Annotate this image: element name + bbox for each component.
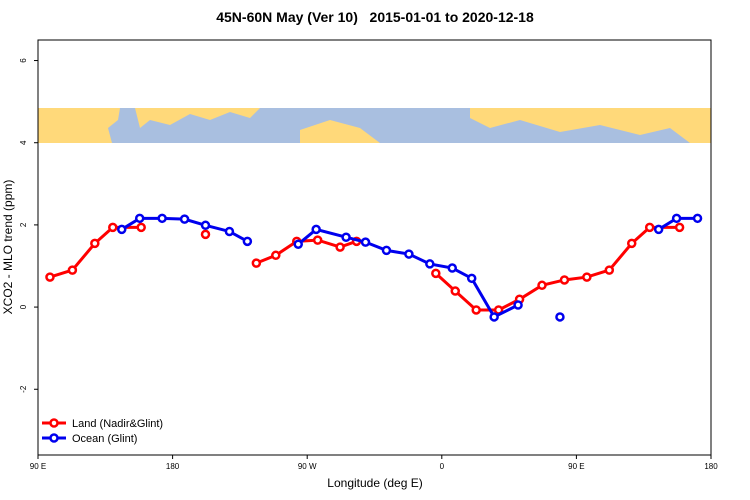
data-point	[224, 226, 235, 237]
legend-marker	[49, 433, 59, 443]
x-tick-label: 90 E	[568, 462, 584, 471]
data-point	[513, 300, 523, 310]
data-point	[311, 224, 321, 235]
data-point	[157, 213, 167, 224]
legend-label: Ocean (Glint)	[72, 433, 137, 445]
legend-label: Land (Nadir&Glint)	[72, 418, 163, 430]
data-point	[360, 237, 371, 247]
data-point	[136, 222, 146, 233]
data-point	[471, 305, 481, 315]
data-point	[425, 259, 435, 269]
legend-marker	[49, 418, 59, 428]
map-band	[38, 108, 711, 143]
x-tick-label: 180	[704, 462, 718, 471]
data-point	[45, 272, 55, 282]
data-point	[692, 213, 703, 224]
y-tick-label: -2	[19, 385, 28, 393]
data-point	[335, 242, 345, 252]
data-point	[381, 245, 392, 256]
data-point	[450, 286, 461, 296]
data-point	[626, 238, 637, 249]
series-line	[434, 225, 680, 312]
y-axis-label: XCO2 - MLO trend (ppm)	[1, 180, 15, 315]
data-point	[466, 273, 477, 284]
data-point	[134, 213, 145, 224]
x-tick-label: 0	[440, 462, 445, 471]
series-line	[297, 227, 519, 319]
data-point	[671, 213, 682, 224]
y-tick-label: 2	[19, 222, 28, 227]
data-point	[604, 265, 615, 275]
data-point	[251, 258, 262, 268]
y-tick-label: 4	[19, 140, 28, 145]
chart-title: 45N-60N May (Ver 10) 2015-01-01 to 2020-…	[216, 9, 534, 25]
x-tick-label: 90 E	[30, 462, 46, 471]
data-point	[271, 250, 281, 261]
data-point	[653, 224, 664, 235]
data-point	[555, 312, 565, 322]
data-point	[179, 214, 190, 224]
data-point	[674, 222, 685, 233]
data-point	[200, 229, 211, 240]
data-point	[537, 280, 547, 291]
data-point	[404, 249, 414, 259]
data-point	[447, 263, 458, 273]
x-axis-label: Longitude (deg E)	[327, 476, 422, 490]
data-point	[644, 222, 655, 233]
data-point	[108, 222, 118, 233]
data-point	[67, 265, 78, 275]
data-point	[582, 272, 592, 282]
y-tick-label: 0	[19, 304, 28, 309]
data-point	[242, 236, 253, 247]
data-point	[431, 268, 441, 279]
x-tick-label: 180	[166, 462, 180, 471]
y-tick-label: 6	[19, 58, 28, 63]
legend: Land (Nadir&Glint) Ocean (Glint)	[42, 418, 163, 445]
x-tick-label: 90 W	[298, 462, 317, 471]
data-point	[312, 235, 323, 245]
data-point	[341, 232, 351, 242]
data-point	[559, 275, 570, 285]
plot-area	[45, 213, 703, 322]
data-point	[117, 224, 127, 235]
data-point	[200, 220, 211, 231]
plot-box	[37, 39, 712, 456]
data-point	[90, 238, 100, 249]
series-line	[49, 225, 142, 279]
data-point	[489, 312, 499, 322]
data-point	[293, 239, 303, 249]
